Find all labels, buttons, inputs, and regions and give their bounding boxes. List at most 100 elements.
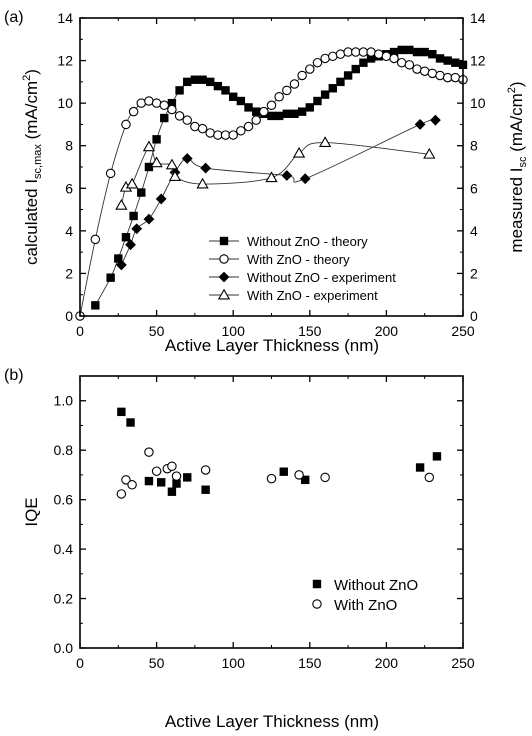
a-y-tick-label: 10	[57, 95, 73, 111]
legend-marker	[313, 580, 321, 588]
panel-a-left-y-axis-label: calculated Isc,max (mA/cm2)	[21, 69, 44, 265]
b-series-0	[117, 408, 441, 496]
a-data-point	[281, 170, 292, 181]
b-x-tick-label: 0	[76, 655, 84, 671]
panel-a-x-axis-label: Active Layer Thickness (nm)	[165, 336, 379, 355]
a-data-point	[275, 93, 283, 101]
a-data-point	[237, 97, 245, 105]
a-data-point	[283, 86, 291, 94]
b-data-point	[201, 466, 209, 474]
a-data-point	[244, 103, 252, 111]
a-data-point	[375, 50, 383, 58]
b-data-point	[416, 463, 424, 471]
a-data-point	[290, 80, 298, 88]
a-y-tick-label-right: 6	[470, 180, 478, 196]
b-x-tick-label: 100	[222, 655, 246, 671]
b-data-point	[126, 418, 134, 426]
a-data-point	[197, 179, 207, 188]
a-data-point	[200, 163, 211, 174]
panel-a-label: (a)	[4, 9, 24, 26]
a-data-point	[321, 54, 329, 62]
a-data-point	[191, 122, 199, 130]
a-data-point	[428, 69, 436, 77]
a-data-point	[275, 112, 283, 120]
a-data-point	[415, 119, 426, 130]
a-data-point	[175, 86, 183, 94]
a-data-point	[229, 131, 237, 139]
a-data-point	[260, 107, 268, 115]
legend-marker	[219, 272, 230, 283]
a-data-point	[237, 127, 245, 135]
a-data-point	[151, 158, 161, 167]
a-data-point	[436, 71, 444, 79]
legend-marker	[220, 255, 228, 263]
a-series-line	[95, 50, 463, 306]
panel-b-series	[117, 408, 441, 498]
a-data-point	[122, 120, 130, 128]
a-data-point	[413, 48, 421, 56]
a-data-point	[294, 148, 304, 157]
a-data-point	[91, 301, 99, 309]
a-data-point	[430, 115, 441, 126]
a-data-point	[191, 76, 199, 84]
a-x-tick-label: 250	[451, 323, 475, 339]
b-data-point	[201, 486, 209, 494]
panel-a-legend: Without ZnO - theory With ZnO - theory Wit…	[209, 234, 396, 303]
a-data-point	[428, 50, 436, 58]
a-data-point	[298, 71, 306, 79]
a-data-point	[352, 65, 360, 73]
b-data-point	[295, 471, 303, 479]
b-y-tick-label: 0.8	[54, 442, 74, 458]
b-y-tick-label: 0.2	[54, 591, 74, 607]
b-data-point	[152, 467, 160, 475]
a-data-point	[329, 52, 337, 60]
a-data-point	[106, 169, 114, 177]
a-y-tick-label: 0	[65, 308, 73, 324]
a-data-point	[300, 173, 311, 184]
a-y-tick-label-right: 10	[470, 95, 486, 111]
a-data-point	[398, 59, 406, 67]
a-data-point	[175, 112, 183, 120]
a-data-point	[267, 112, 275, 120]
a-data-point	[214, 82, 222, 90]
legend-label: Without ZnO - experiment	[247, 270, 396, 285]
a-y-tick-label: 12	[57, 53, 73, 69]
panel-b-y-axis-label: IQE	[22, 497, 41, 526]
a-y-tick-label-right: 8	[470, 138, 478, 154]
a-data-point	[405, 46, 413, 54]
b-data-point	[425, 473, 433, 481]
a-data-point	[290, 110, 298, 118]
legend-item: With ZnO - experiment	[209, 288, 378, 303]
a-y-tick-label: 6	[65, 180, 73, 196]
legend-label: With ZnO - theory	[247, 252, 350, 267]
a-data-point	[129, 107, 137, 115]
a-data-point	[451, 73, 459, 81]
a-data-point	[436, 54, 444, 62]
legend-item: Without ZnO - theory	[209, 234, 368, 249]
b-y-tick-label: 0.6	[54, 492, 74, 508]
panel-b-frame	[80, 376, 463, 648]
a-data-point	[405, 61, 413, 69]
b-data-point	[321, 473, 329, 481]
a-data-point	[106, 273, 114, 281]
b-data-point	[280, 467, 288, 475]
a-y-tick-label-right: 4	[470, 223, 478, 239]
a-data-point	[398, 46, 406, 54]
a-data-point	[344, 71, 352, 79]
a-data-point	[298, 107, 306, 115]
b-data-point	[145, 477, 153, 485]
a-data-point	[221, 86, 229, 94]
a-data-point	[306, 103, 314, 111]
b-data-point	[117, 408, 125, 416]
a-data-point	[451, 59, 459, 67]
b-x-tick-label: 150	[298, 655, 322, 671]
a-y-tick-label-right: 12	[470, 53, 486, 69]
b-y-tick-label: 0.0	[54, 640, 74, 656]
a-data-point	[206, 78, 214, 86]
a-data-point	[152, 135, 160, 143]
a-data-point	[152, 99, 160, 107]
legend-marker	[313, 600, 321, 608]
a-data-point	[267, 101, 275, 109]
a-data-point	[182, 153, 193, 164]
a-y-tick-label: 14	[57, 10, 73, 26]
